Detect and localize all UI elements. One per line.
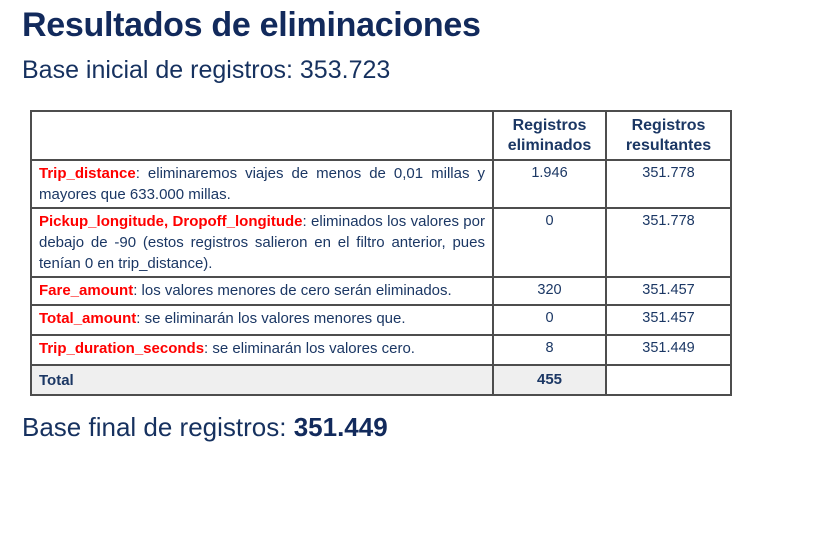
- table-total-row: Total 455: [30, 364, 732, 396]
- resulting-value: 351.778: [605, 207, 732, 278]
- total-label: Total: [30, 364, 494, 396]
- row-description: Trip_duration_seconds: se eliminarán los…: [30, 334, 494, 366]
- base-final-value: 351.449: [293, 412, 388, 442]
- column-header-registros-resultantes: Registros resultantes: [605, 110, 732, 161]
- resulting-value: 351.457: [605, 276, 732, 306]
- row-description: Total_amount: se eliminarán los valores …: [30, 304, 494, 336]
- base-final-label: Base final de registros:: [22, 412, 294, 442]
- row-description: Fare_amount: los valores menores de cero…: [30, 276, 494, 306]
- resulting-value: 351.778: [605, 159, 732, 209]
- page-title: Resultados de eliminaciones: [22, 6, 481, 44]
- table-row-fare-amount: Fare_amount: los valores menores de cero…: [30, 276, 732, 306]
- resulting-value: 351.449: [605, 334, 732, 366]
- empty-total-cell: [605, 364, 732, 396]
- field-description: : se eliminarán los valores cero.: [204, 340, 415, 357]
- field-name: Trip_duration_seconds: [39, 340, 205, 357]
- table-row-total-amount: Total_amount: se eliminarán los valores …: [30, 304, 732, 336]
- row-description: Trip_distance: eliminaremos viajes de me…: [30, 159, 494, 209]
- field-description: : se eliminarán los valores menores que.: [136, 310, 406, 327]
- field-name: Total_amount: [39, 310, 137, 327]
- eliminations-table: Registros eliminados Registros resultant…: [30, 110, 732, 396]
- table-header-row: Registros eliminados Registros resultant…: [30, 110, 732, 161]
- eliminated-value: 8: [492, 334, 607, 366]
- row-description: Pickup_longitude, Dropoff_longitude: eli…: [30, 207, 494, 278]
- eliminated-value: 0: [492, 304, 607, 336]
- total-eliminated-value: 455: [492, 364, 607, 396]
- field-name: Fare_amount: [39, 282, 134, 299]
- eliminated-value: 0: [492, 207, 607, 278]
- resulting-value: 351.457: [605, 304, 732, 336]
- field-name: Pickup_longitude, Dropoff_longitude: [39, 213, 303, 230]
- eliminated-value: 320: [492, 276, 607, 306]
- eliminated-value: 1.946: [492, 159, 607, 209]
- empty-header-cell: [30, 110, 494, 161]
- field-description: : los valores menores de cero serán elim…: [133, 282, 452, 299]
- field-description: : eliminaremos viajes de menos de 0,01 m…: [39, 165, 485, 203]
- field-name: Trip_distance: [39, 165, 136, 182]
- field-description: : eliminados los valores por debajo de -…: [39, 213, 485, 272]
- table-row-pickup-dropoff-longitude: Pickup_longitude, Dropoff_longitude: eli…: [30, 207, 732, 278]
- base-initial-text: Base inicial de registros: 353.723: [22, 56, 391, 84]
- table-row-trip-duration-seconds: Trip_duration_seconds: se eliminarán los…: [30, 334, 732, 366]
- table-row-trip-distance: Trip_distance: eliminaremos viajes de me…: [30, 159, 732, 209]
- column-header-registros-eliminados: Registros eliminados: [492, 110, 607, 161]
- base-final-text: Base final de registros: 351.449: [22, 412, 388, 443]
